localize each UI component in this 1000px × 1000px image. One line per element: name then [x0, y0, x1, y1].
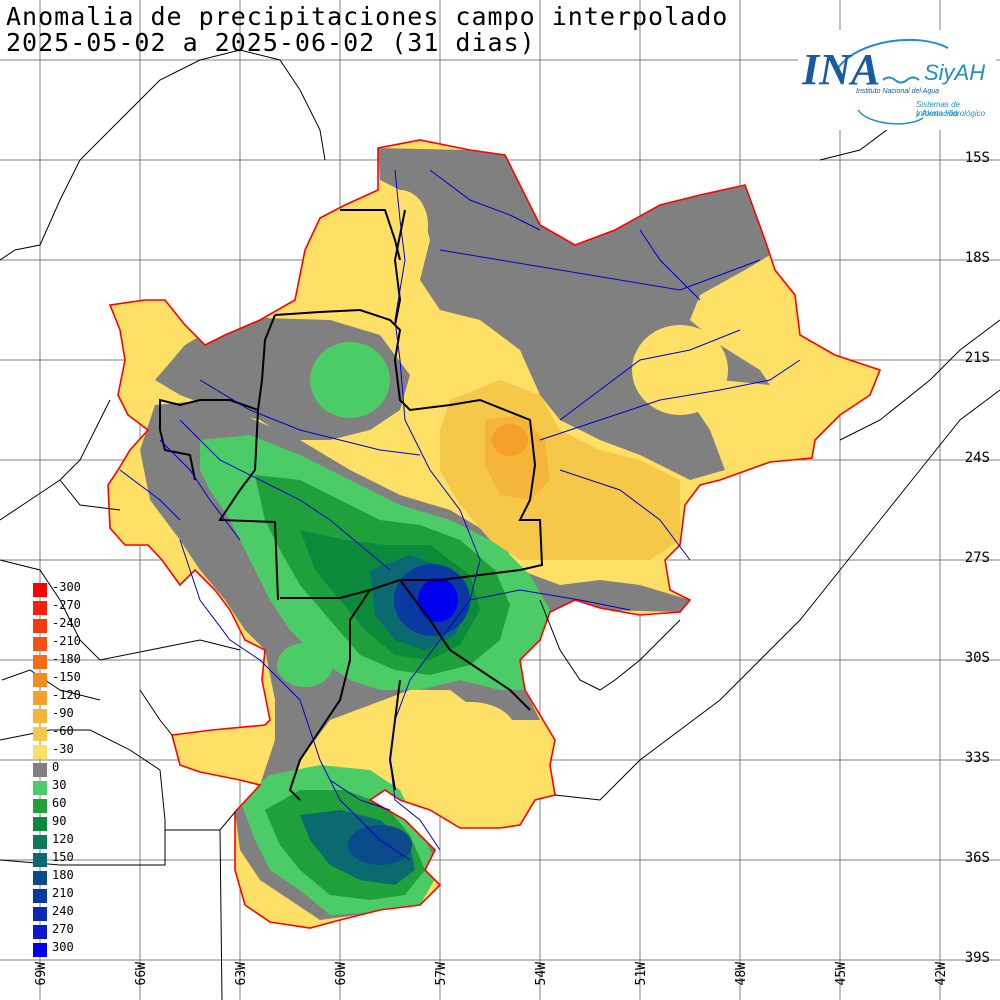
legend-swatch — [33, 727, 47, 741]
lon-label-63w: 63W — [234, 962, 249, 986]
lon-label-48w: 48W — [734, 962, 749, 986]
legend-label: -30 — [52, 742, 74, 756]
legend-label: 180 — [52, 868, 74, 882]
logo-siyah-text: SiyAH — [924, 60, 986, 85]
legend-label: 150 — [52, 850, 74, 864]
lat-label-27s: 27S — [964, 550, 990, 566]
legend-label: 60 — [52, 796, 67, 810]
legend-label: -90 — [52, 706, 74, 720]
legend-swatch — [33, 763, 47, 777]
legend-swatch — [33, 583, 47, 597]
lon-label-69w: 69W — [34, 962, 49, 986]
legend-label: 30 — [52, 778, 67, 792]
basin-outline — [107, 139, 882, 929]
legend-label: 300 — [52, 940, 74, 954]
legend-swatch — [33, 943, 47, 957]
legend-label: 210 — [52, 886, 74, 900]
lon-label-45w: 45W — [834, 962, 849, 986]
rivers — [119, 169, 801, 861]
legend-label: -270 — [52, 598, 81, 612]
map-date-range: 2025-05-02 a 2025-06-02 (31 dias) — [6, 28, 536, 57]
legend-swatch — [33, 601, 47, 615]
legend-swatch — [33, 799, 47, 813]
legend-label: 240 — [52, 904, 74, 918]
lon-label-42w: 42W — [934, 962, 949, 986]
legend-swatch — [33, 691, 47, 705]
legend-label: -240 — [52, 616, 81, 630]
lon-label-57w: 57W — [434, 962, 449, 986]
logo-swoosh-icon — [837, 38, 949, 125]
logo-system-text-2: y Alerta Hidrológico — [916, 109, 986, 118]
lat-label-15s: 15S — [964, 150, 990, 166]
legend-swatch — [33, 907, 47, 921]
legend-swatch — [33, 637, 47, 651]
legend-swatch — [33, 745, 47, 759]
legend-label: 0 — [52, 760, 60, 774]
legend-label: 120 — [52, 832, 74, 846]
lat-label-36s: 36S — [964, 850, 990, 866]
lat-label-21s: 21S — [964, 350, 990, 366]
lon-label-51w: 51W — [634, 962, 649, 986]
legend-swatch — [33, 781, 47, 795]
legend-swatch — [33, 889, 47, 903]
legend-swatch — [33, 655, 47, 669]
legend-label: -120 — [52, 688, 81, 702]
legend-swatch — [33, 709, 47, 723]
lat-label-30s: 30S — [964, 650, 990, 666]
logo-ina-text: INA — [802, 45, 881, 94]
legend-swatch — [33, 853, 47, 867]
lat-label-33s: 33S — [964, 750, 990, 766]
legend-label: -60 — [52, 724, 74, 738]
map-title: Anomalia de precipitaciones campo interp… — [6, 2, 729, 31]
legend-label: -180 — [52, 652, 81, 666]
lat-label-39s: 39S — [964, 950, 990, 966]
national-borders — [159, 209, 544, 801]
legend-swatch — [33, 619, 47, 633]
legend-swatch — [33, 835, 47, 849]
legend-swatch — [33, 673, 47, 687]
lat-label-24s: 24S — [964, 450, 990, 466]
lon-label-60w: 60W — [334, 962, 349, 986]
legend-label: 270 — [52, 922, 74, 936]
lon-label-54w: 54W — [534, 962, 549, 986]
logo-system-text-1: Sistemas de Información — [916, 100, 961, 118]
legend-swatch — [33, 925, 47, 939]
legend-label: -150 — [52, 670, 81, 684]
lon-label-66w: 66W — [134, 962, 149, 986]
legend-label: -300 — [52, 580, 81, 594]
legend-swatch — [33, 871, 47, 885]
lat-label-18s: 18S — [964, 250, 990, 266]
legend-label: -210 — [52, 634, 81, 648]
legend-label: 90 — [52, 814, 67, 828]
ina-siyah-logo: INA SiyAH Instituto Nacional del Agua Si… — [798, 30, 996, 130]
logo-institute-text: Instituto Nacional del Agua — [856, 88, 940, 95]
legend-swatch — [33, 817, 47, 831]
